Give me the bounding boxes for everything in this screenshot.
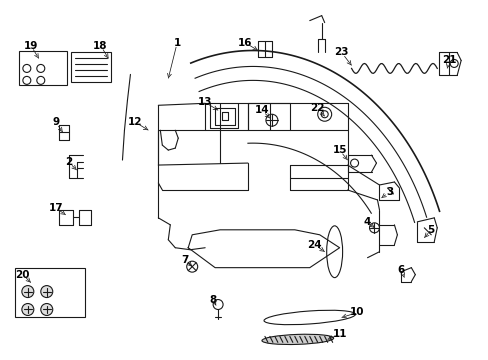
Text: 20: 20 — [16, 270, 30, 280]
Bar — [71, 53, 110, 82]
Text: 10: 10 — [349, 307, 364, 318]
Text: 23: 23 — [334, 48, 348, 58]
Text: 4: 4 — [363, 217, 370, 227]
Text: 16: 16 — [237, 37, 252, 48]
Circle shape — [22, 303, 34, 315]
Text: 5: 5 — [427, 225, 434, 235]
Text: 13: 13 — [198, 97, 212, 107]
Text: 8: 8 — [209, 294, 216, 305]
Text: 14: 14 — [254, 105, 269, 115]
Text: 19: 19 — [23, 41, 38, 50]
Bar — [19, 51, 66, 85]
Text: 22: 22 — [310, 103, 325, 113]
Text: 24: 24 — [307, 240, 322, 250]
Text: 7: 7 — [181, 255, 188, 265]
Text: 3: 3 — [385, 187, 392, 197]
Text: 18: 18 — [93, 41, 107, 50]
Circle shape — [22, 285, 34, 298]
Text: 11: 11 — [332, 329, 346, 339]
Ellipse shape — [262, 334, 333, 345]
Circle shape — [41, 303, 53, 315]
Text: 17: 17 — [48, 203, 63, 213]
Bar — [15, 268, 84, 318]
Text: 9: 9 — [52, 117, 59, 127]
Circle shape — [41, 285, 53, 298]
Text: 21: 21 — [441, 55, 455, 66]
Text: 15: 15 — [332, 145, 346, 155]
Text: 2: 2 — [65, 157, 72, 167]
Text: 12: 12 — [128, 117, 142, 127]
Text: 6: 6 — [397, 265, 404, 275]
Text: 1: 1 — [173, 37, 181, 48]
